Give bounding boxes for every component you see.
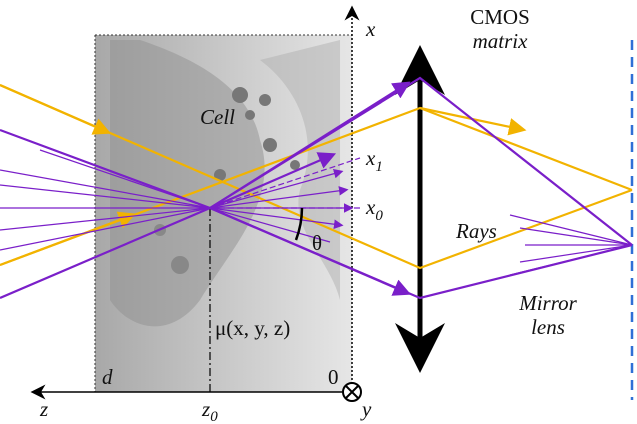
theta-arc [294, 207, 304, 241]
label: x [365, 146, 376, 170]
label: z [39, 397, 48, 421]
label: μ(x, y, z) [215, 316, 290, 340]
cell-image [94, 34, 352, 392]
label: Mirror [518, 291, 577, 315]
label: x1 [365, 146, 383, 175]
label: x0 [365, 195, 383, 224]
y-axis-symbol [342, 382, 362, 402]
label: x [365, 17, 376, 41]
label: Cell [200, 105, 235, 129]
label: 1 [375, 159, 383, 175]
label: z0 [201, 397, 218, 424]
label: θ [312, 231, 322, 255]
yellow-rays [0, 83, 633, 270]
label: x [365, 195, 376, 219]
label: y [360, 397, 372, 421]
label: matrix [473, 29, 529, 53]
label: Rays [455, 219, 497, 243]
label: d [102, 365, 113, 389]
label: lens [531, 315, 565, 339]
label: z [201, 397, 210, 421]
label: CMOS [470, 5, 530, 29]
label: 0 [375, 208, 383, 224]
scattered-rays [0, 149, 633, 276]
label: 0 [210, 409, 218, 424]
label: 0 [328, 365, 339, 389]
